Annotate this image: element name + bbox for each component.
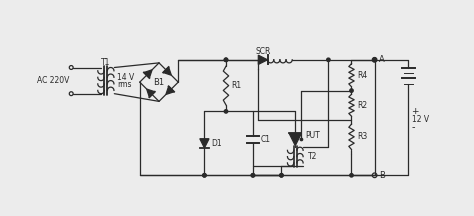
Text: B1: B1: [154, 78, 164, 87]
Text: C1: C1: [261, 135, 271, 144]
Circle shape: [350, 89, 353, 92]
Text: -: -: [411, 122, 415, 132]
Text: D1: D1: [211, 139, 222, 148]
Circle shape: [350, 174, 353, 177]
Circle shape: [280, 174, 283, 177]
Text: R1: R1: [231, 81, 241, 90]
Polygon shape: [163, 67, 171, 75]
Circle shape: [224, 58, 228, 62]
Text: T2: T2: [308, 152, 317, 161]
Polygon shape: [289, 133, 301, 146]
Circle shape: [224, 58, 228, 62]
Circle shape: [327, 58, 330, 62]
Text: R4: R4: [357, 71, 367, 80]
Text: R3: R3: [357, 132, 367, 141]
Text: PUT: PUT: [305, 131, 320, 140]
Text: 14 V: 14 V: [117, 73, 134, 82]
Text: A: A: [379, 55, 385, 64]
Circle shape: [251, 174, 255, 177]
Text: 12 V: 12 V: [411, 115, 428, 124]
Circle shape: [251, 174, 255, 177]
Circle shape: [203, 174, 206, 177]
Polygon shape: [144, 70, 152, 78]
Circle shape: [301, 138, 302, 141]
Text: SCR: SCR: [255, 47, 271, 56]
Polygon shape: [200, 139, 209, 148]
Circle shape: [203, 174, 206, 177]
Text: AC 220V: AC 220V: [37, 76, 70, 85]
Text: R2: R2: [357, 101, 367, 110]
Polygon shape: [166, 86, 174, 94]
Text: +: +: [411, 107, 419, 116]
Circle shape: [280, 174, 283, 177]
Text: T1: T1: [101, 58, 110, 67]
Polygon shape: [146, 89, 155, 97]
Polygon shape: [258, 55, 267, 64]
Text: B: B: [379, 171, 385, 180]
Text: rms: rms: [117, 80, 131, 89]
Circle shape: [224, 110, 228, 113]
Circle shape: [373, 58, 376, 62]
